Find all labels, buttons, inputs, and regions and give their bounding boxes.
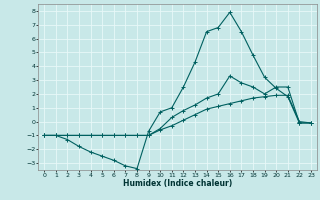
X-axis label: Humidex (Indice chaleur): Humidex (Indice chaleur) bbox=[123, 179, 232, 188]
